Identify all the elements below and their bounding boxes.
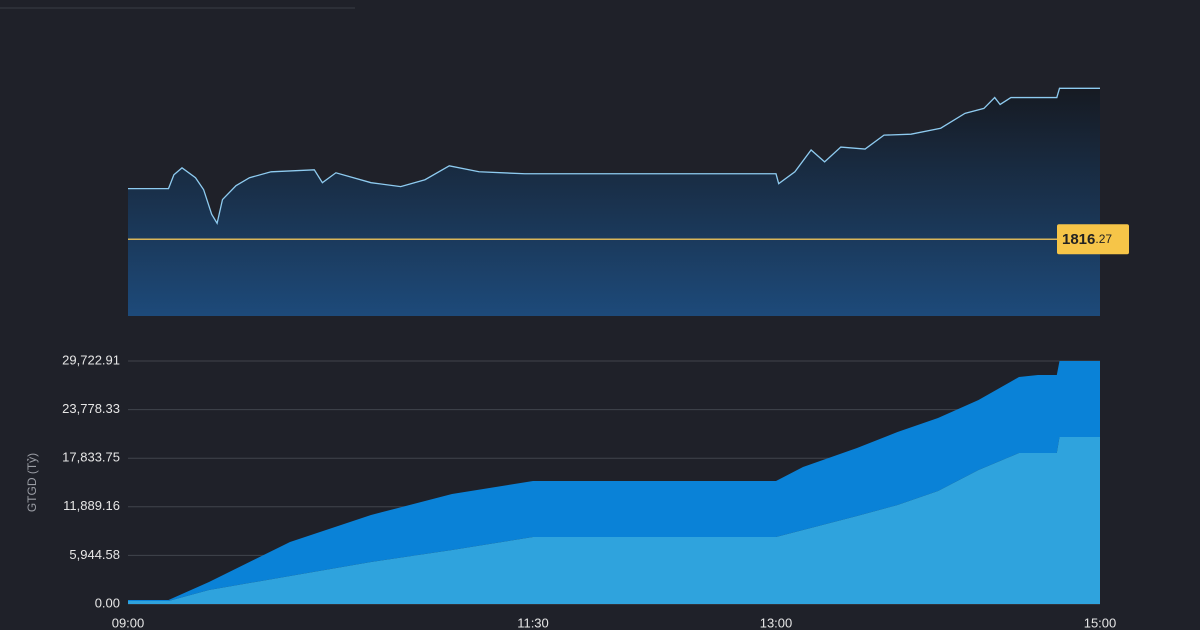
volume-area (128, 437, 1100, 604)
y-axis-label: GTGD (Tỷ) (25, 453, 39, 512)
reference-label-dec: .27 (1095, 232, 1112, 246)
y-tick-label: 11,889.16 (63, 498, 120, 513)
y-tick-label: 17,833.75 (62, 450, 120, 465)
x-tick-label: 09:00 (112, 615, 145, 630)
y-tick-label: 0.00 (95, 595, 120, 610)
volume-area (128, 361, 1100, 601)
price-line (128, 87, 1100, 225)
reference-label: 1816.27 (1062, 231, 1112, 248)
price-area (128, 88, 1100, 316)
x-tick-label: 15:00 (1084, 615, 1117, 630)
y-tick-label: 5,944.58 (69, 547, 120, 562)
x-tick-label: 11:30 (517, 615, 549, 630)
reference-label-int: 1816 (1062, 231, 1095, 248)
y-tick-label: 29,722.91 (62, 352, 120, 367)
x-tick-label: 13:00 (760, 615, 793, 630)
y-tick-label: 23,778.33 (62, 401, 120, 416)
reference-label-box (1057, 224, 1129, 255)
